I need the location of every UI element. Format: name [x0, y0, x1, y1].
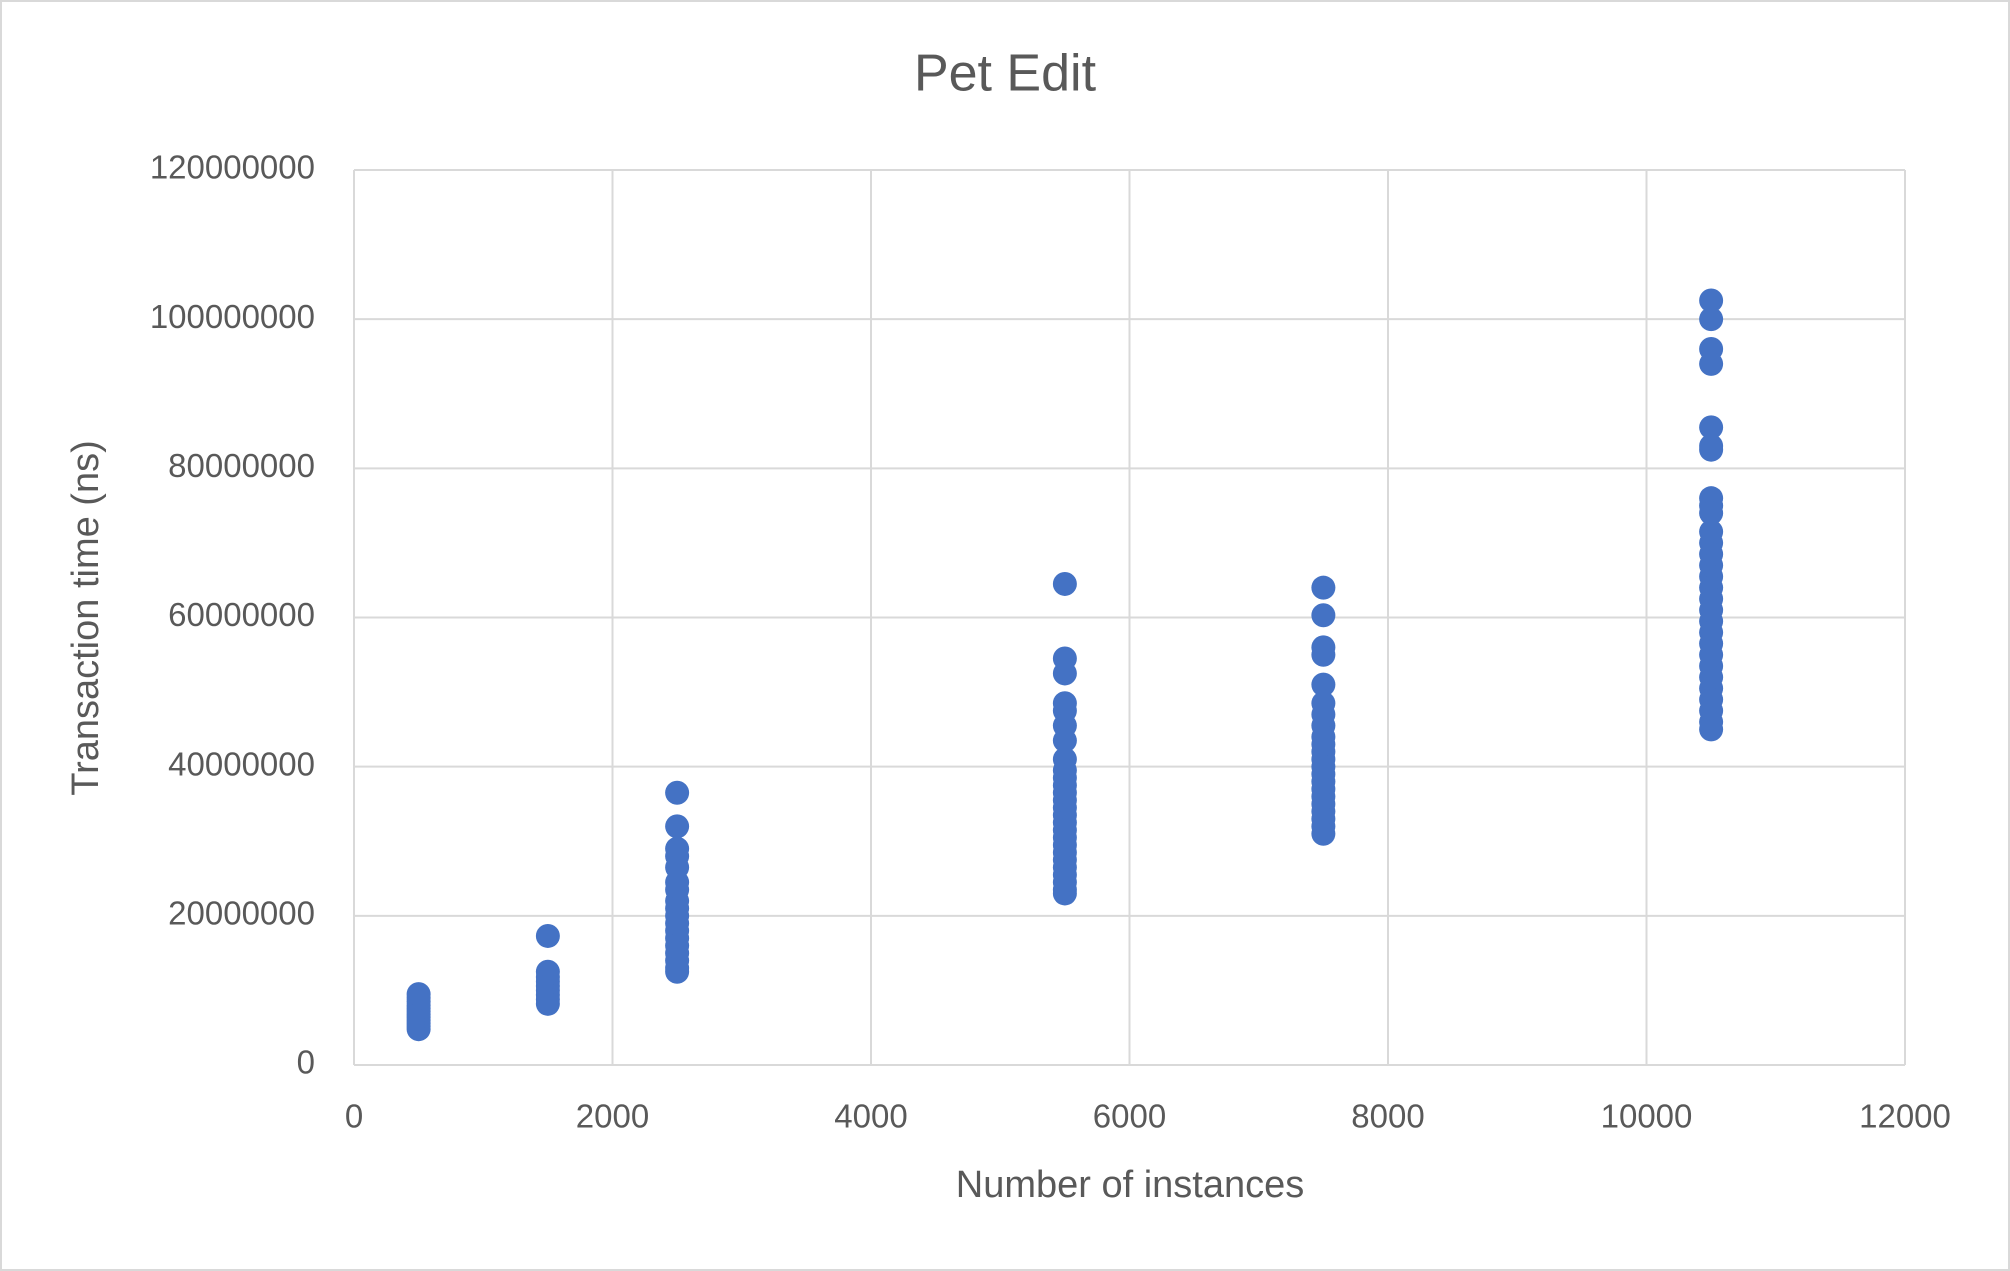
point [1699, 307, 1724, 332]
y-tick-label: 80000000 [168, 447, 315, 484]
y-tick-label: 0 [297, 1044, 315, 1081]
y-tick-label: 40000000 [168, 745, 315, 782]
point [1699, 717, 1724, 742]
chart-title: Pet Edit [914, 45, 1097, 103]
y-tick-label: 120000000 [150, 149, 315, 186]
point [1699, 351, 1724, 376]
point [665, 780, 690, 805]
point [1311, 603, 1336, 628]
point [1052, 571, 1077, 596]
x-tick-label: 2000 [576, 1098, 649, 1135]
y-tick-label: 60000000 [168, 596, 315, 633]
grid: 0 20000000 40000000 60000000 80000000 1000000… [150, 149, 1951, 1135]
point [535, 991, 560, 1016]
point [665, 959, 690, 984]
point [1699, 288, 1724, 313]
point [1052, 881, 1077, 906]
point [665, 814, 690, 839]
point [1699, 415, 1724, 440]
point [1311, 575, 1336, 600]
point [1311, 672, 1336, 697]
point [406, 982, 431, 1007]
x-tick-label: 10000 [1601, 1098, 1693, 1135]
point [1699, 437, 1724, 462]
x-tick-label: 8000 [1351, 1098, 1424, 1135]
point [1052, 728, 1077, 753]
point [1311, 821, 1336, 846]
x-tick-label: 4000 [834, 1098, 907, 1135]
y-tick-label: 100000000 [150, 298, 315, 335]
point [535, 923, 560, 948]
x-axis-title: Number of instances [956, 1164, 1305, 1206]
marks [406, 288, 1724, 1042]
point [1311, 642, 1336, 667]
point [1052, 661, 1077, 686]
x-tick-label: 6000 [1093, 1098, 1166, 1135]
x-tick-label: 12000 [1859, 1098, 1951, 1135]
point [1699, 501, 1724, 526]
y-tick-label: 20000000 [168, 895, 315, 932]
y-axis-title: Transaction time (ns) [65, 440, 107, 795]
x-tick-label: 0 [345, 1098, 363, 1135]
